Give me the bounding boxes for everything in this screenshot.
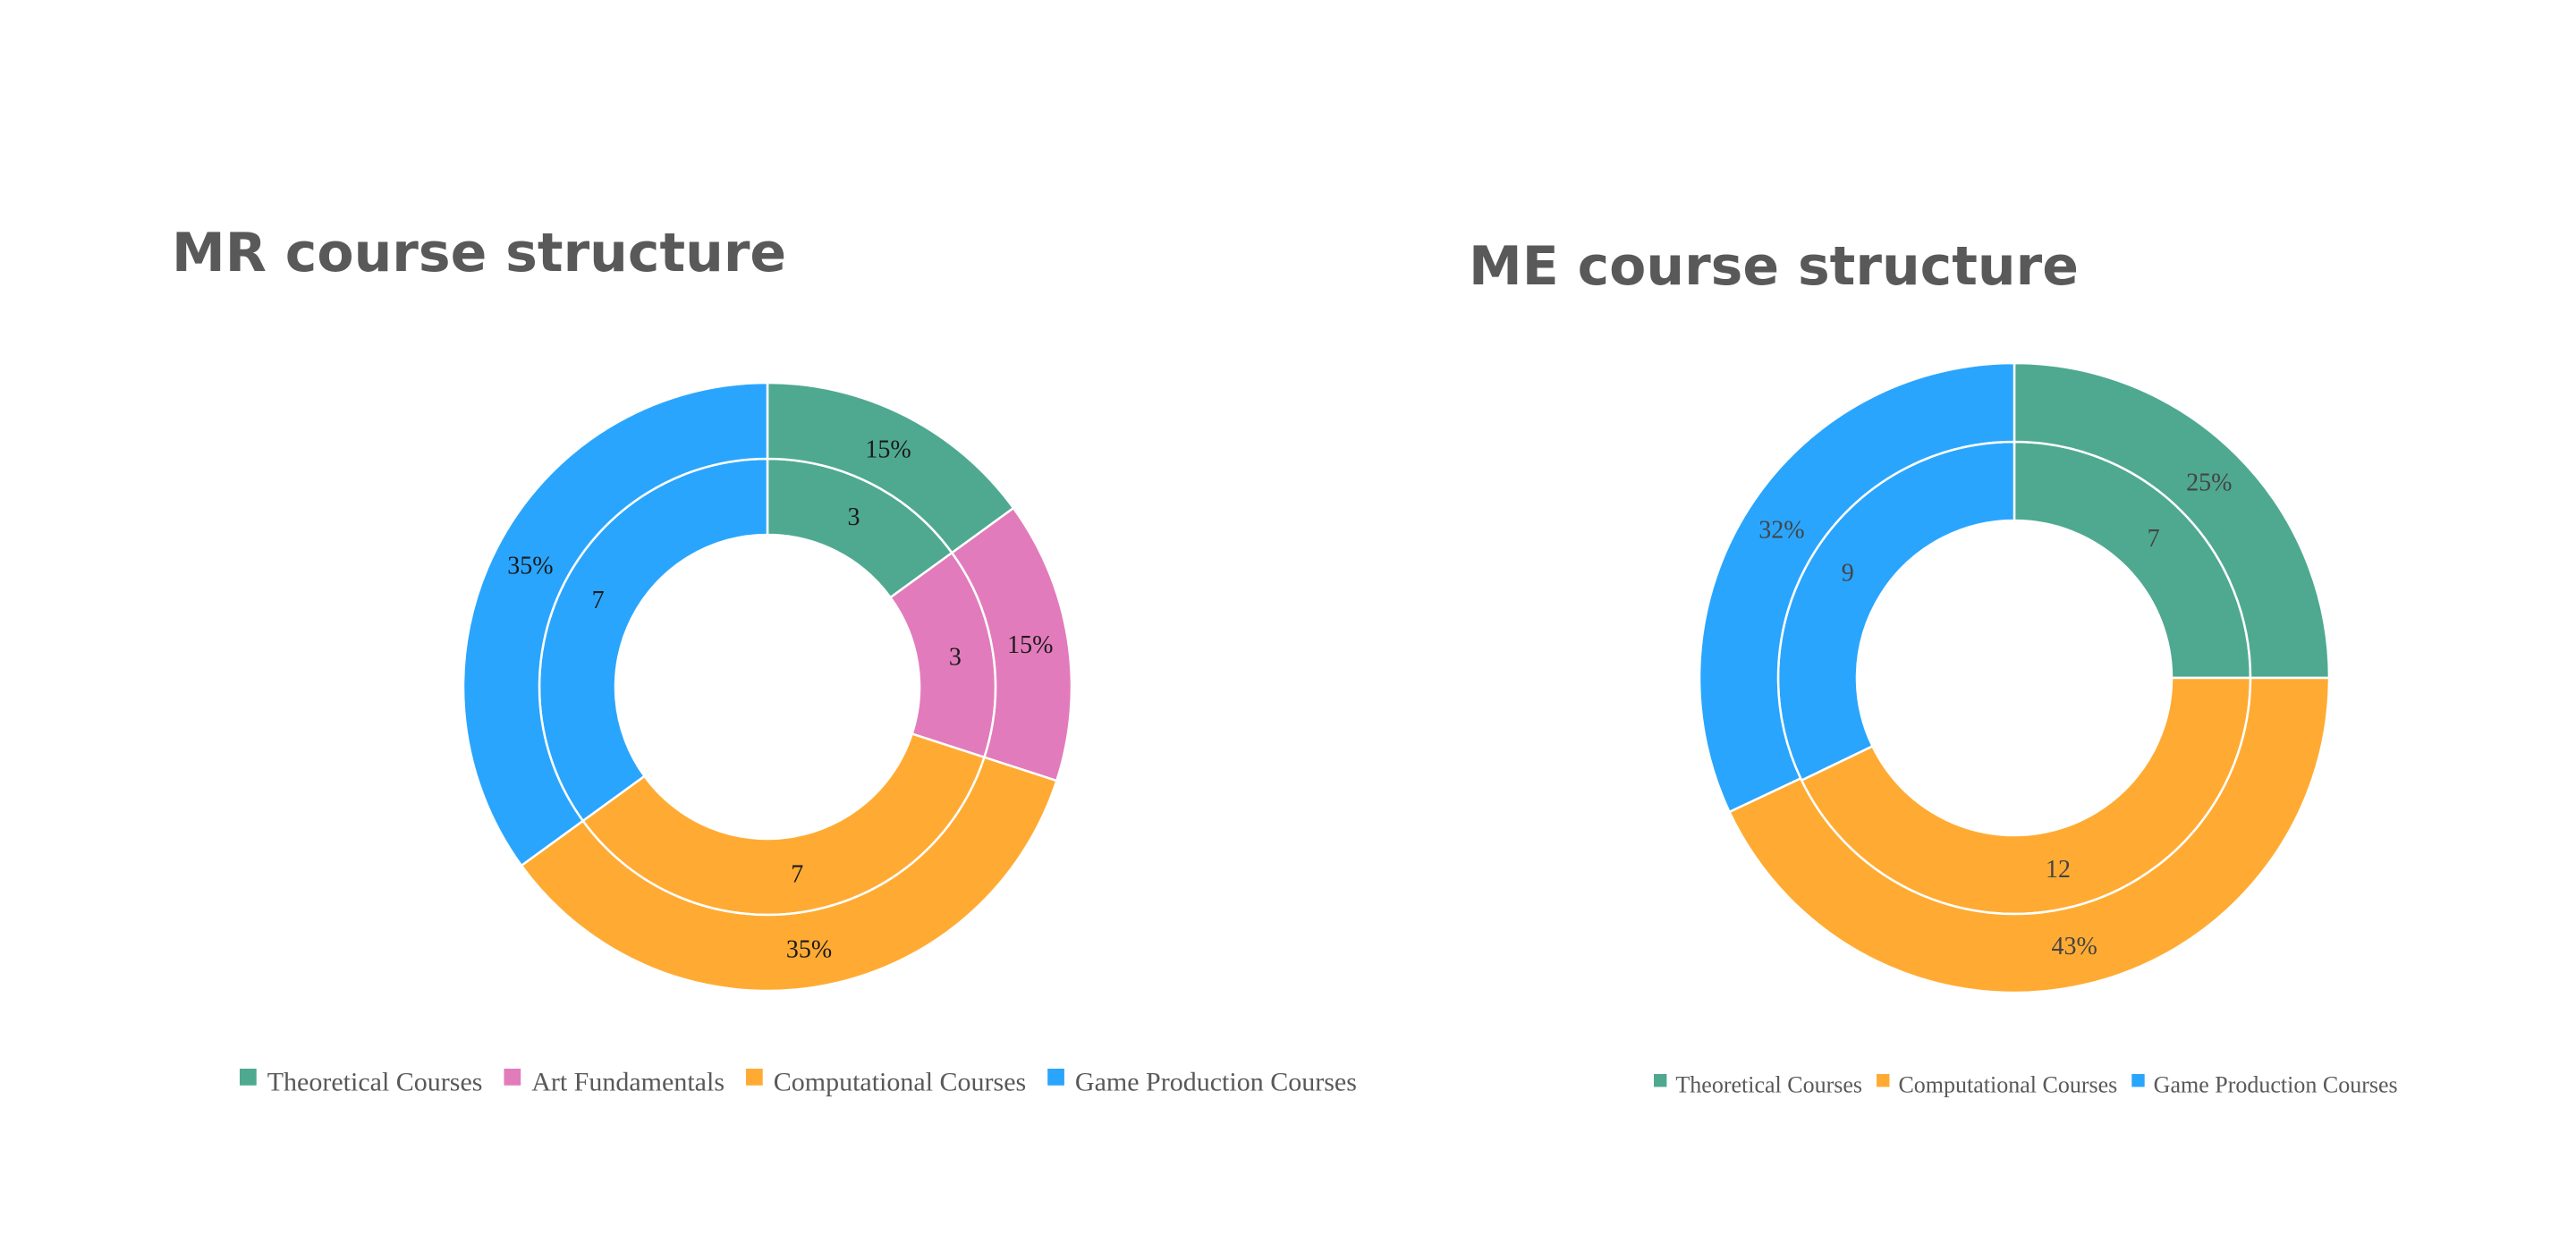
outer-label-game-production-courses: 35%: [507, 552, 553, 579]
legend-label: Computational Courses: [774, 1068, 1026, 1097]
outer-label-art-fundamentals: 15%: [1007, 631, 1053, 659]
legend-swatch: [2131, 1074, 2145, 1087]
outer-label-computational-courses: 35%: [786, 935, 832, 963]
legend-label: Game Production Courses: [1075, 1068, 1357, 1097]
outer-label-theoretical-courses: 15%: [865, 436, 911, 463]
me-chart: ME course structure 7 12 9 25% 43% 32% Theoret…: [1469, 235, 2398, 1098]
legend-swatch: [1654, 1074, 1667, 1087]
chart-title: ME course structure: [1469, 235, 2079, 298]
outer-segment-computational-courses: [1727, 676, 2331, 994]
inner-label-computational-courses: 12: [2046, 856, 2071, 884]
inner-label-theoretical-courses: 7: [2148, 525, 2160, 553]
legend-item-theoretical-courses: Theoretical Courses: [240, 1068, 482, 1097]
outer-label-game-production-courses: 32%: [1758, 516, 1804, 544]
legend-swatch: [746, 1069, 763, 1086]
legend-label: Theoretical Courses: [267, 1068, 483, 1097]
legend-swatch: [504, 1069, 521, 1086]
inner-label-game-production-courses: 7: [592, 587, 605, 614]
legend-item-theoretical-courses: Theoretical Courses: [1654, 1072, 1862, 1098]
chart-title: MR course structure: [172, 222, 786, 284]
outer-segment-game-production-courses: [1698, 361, 2016, 814]
outer-segment-computational-courses: [520, 756, 1058, 993]
inner-label-theoretical-courses: 3: [847, 503, 860, 531]
legend-label: Computational Courses: [1898, 1072, 2117, 1098]
inner-label-game-production-courses: 9: [1842, 559, 1854, 587]
legend-label: Theoretical Courses: [1675, 1072, 1862, 1098]
outer-segment-theoretical-courses: [2012, 361, 2331, 680]
legend-swatch: [1877, 1074, 1890, 1087]
legend-swatch: [240, 1069, 257, 1086]
legend-item-computational-courses: Computational Courses: [1877, 1072, 2117, 1098]
outer-label-theoretical-courses: 25%: [2186, 470, 2232, 497]
legend-item-art-fundamentals: Art Fundamentals: [504, 1068, 724, 1097]
legend-label: Art Fundamentals: [531, 1068, 724, 1097]
outer-segment-game-production-courses: [462, 381, 769, 867]
legend-item-computational-courses: Computational Courses: [746, 1068, 1026, 1097]
mr-chart: MR course structure 3 3 7 7 15% 15% 35% 35% Theo…: [172, 222, 1357, 1097]
legend-swatch: [1047, 1069, 1064, 1086]
legend-label: Game Production Courses: [2154, 1072, 2398, 1098]
legend-item-game-production-courses: Game Production Courses: [2131, 1072, 2398, 1098]
inner-label-art-fundamentals: 3: [949, 643, 962, 671]
inner-label-computational-courses: 7: [791, 860, 803, 888]
outer-label-computational-courses: 43%: [2052, 933, 2097, 960]
legend-item-game-production-courses: Game Production Courses: [1047, 1068, 1357, 1097]
